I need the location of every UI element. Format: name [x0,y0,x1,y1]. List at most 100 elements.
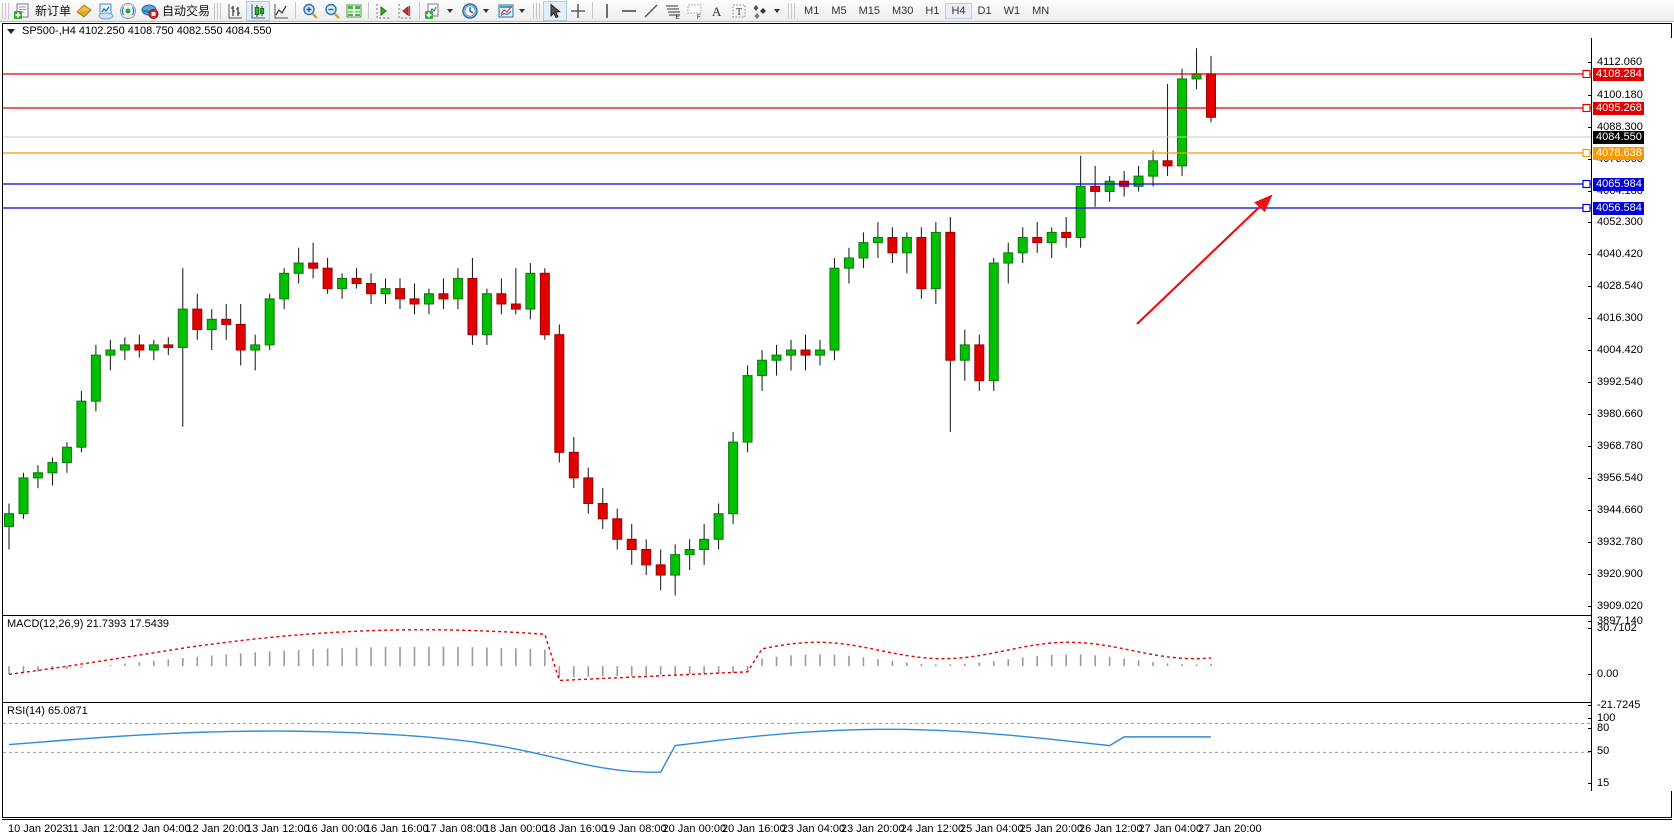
price-tick-label: 3932.780 [1597,536,1643,548]
toolbar-grip-4[interactable] [788,2,796,19]
timeframe-m30[interactable]: M30 [892,4,914,17]
timeframe-d1[interactable]: D1 [977,4,992,17]
horizontal-line-button[interactable] [618,1,640,21]
indicator-tick-label: 80 [1597,722,1610,734]
time-tick-label: 27 Jan 20:00 [1198,823,1262,835]
price-level-tag-support-upper[interactable]: 4065.984 [1593,178,1644,191]
autotrading-icon [141,2,159,20]
price-tick-label: 4016.300 [1597,312,1643,324]
time-tick-label: 24 Jan 12:00 [900,823,965,835]
text-box-button[interactable]: T [728,1,750,21]
timeframe-w1[interactable]: W1 [1003,4,1021,17]
indicator-tick-label: 50 [1597,745,1610,757]
timeframe-mn[interactable]: MN [1032,4,1050,17]
toolbar-grip[interactable] [2,2,9,19]
toolbar-separator-2 [368,2,370,19]
timeframe-m5[interactable]: M5 [831,4,847,17]
crosshair-button[interactable] [567,1,589,21]
timeframe-m15[interactable]: M15 [858,4,880,17]
new-order-button[interactable]: 新订单 [12,1,73,21]
price-tick-label: 3944.660 [1597,504,1643,516]
time-tick-label: 17 Jan 08:00 [424,823,489,835]
rsi-label: RSI(14) 65.0871 [7,705,88,717]
rsi-pane[interactable]: RSI(14) 65.0871 [3,704,1591,791]
signals-icon [119,2,137,20]
indicator-tick: 30.7102 [1588,622,1637,634]
price-tick-label: 4028.540 [1597,280,1643,292]
templates-button[interactable] [495,1,531,21]
zoom-in-button[interactable] [299,1,321,21]
new-order-label: 新订单 [35,4,72,18]
indicator-tick: 80 [1587,722,1610,734]
price-tick-label: 3897.140 [1597,615,1643,627]
toolbar-grip-2[interactable] [214,2,222,19]
timeframe-h1[interactable]: H1 [925,4,940,17]
time-tick-label: 27 Jan 04:00 [1138,823,1203,835]
candlestick-chart-button[interactable] [246,0,271,21]
line-chart-icon [272,2,290,20]
grid-button[interactable] [343,1,365,21]
candlestick-canvas [3,48,1591,596]
price-tick-label: 4052.300 [1597,216,1643,228]
templates-dropdown-caret[interactable] [519,8,526,13]
time-tick-label: 16 Jan 00:00 [305,823,370,835]
price-tick: 4040.420 [1588,248,1643,260]
price-pane[interactable] [3,38,1591,616]
shapes-icon [752,2,770,20]
signals-button[interactable] [117,1,139,21]
bullish-trend-arrow[interactable] [1136,194,1273,325]
price-scale[interactable]: 4112.0604100.1804088.3004076.0604064.180… [1587,38,1673,791]
chart-menu-caret-icon[interactable] [7,28,15,34]
vertical-line-icon [598,2,616,20]
chart-shift-icon [396,2,414,20]
period-button[interactable] [459,1,495,21]
price-level-tag-current-price[interactable]: 4084.550 [1593,131,1644,144]
toolbar-grip-3[interactable] [533,2,541,19]
price-level-tag-pivot-level[interactable]: 4078.638 [1593,147,1644,160]
indicators-button[interactable] [423,1,459,21]
fibonacci-button[interactable]: E [662,1,684,21]
price-tick-label: 3920.900 [1597,568,1643,580]
time-tick-label: 18 Jan 16:00 [543,823,608,835]
indicator-tick: 50 [1587,745,1610,757]
autotrading-button[interactable]: 自动交易 [139,1,212,21]
timeframe-m1[interactable]: M1 [804,4,820,17]
price-tick-label: 4100.180 [1597,89,1643,101]
line-chart-button[interactable] [270,1,292,21]
expert-advisors-button[interactable] [73,1,95,21]
price-tick: 3956.540 [1588,472,1643,484]
price-tick-label: 3992.540 [1597,376,1643,388]
candlestick-chart-icon [249,2,267,20]
price-level-tag-resistance-upper[interactable]: 4108.284 [1593,68,1644,81]
chart-shift-button[interactable] [394,1,416,21]
data-window-icon [97,2,115,20]
cursor-button[interactable] [543,0,568,21]
price-tick: 3920.900 [1588,568,1643,580]
trendline-button[interactable] [640,1,662,21]
vertical-line-button[interactable] [596,1,618,21]
price-level-tag-support-lower[interactable]: 4056.584 [1593,202,1644,215]
shapes-dropdown-caret[interactable] [774,8,781,13]
auto-scroll-button[interactable] [372,1,394,21]
price-level-tag-resistance-lower[interactable]: 4095.268 [1593,102,1644,115]
text-button[interactable]: A [706,1,728,21]
time-tick-label: 18 Jan 00:00 [484,823,548,835]
time-scale[interactable]: 10 Jan 2023 11 Jan 12:00 12 Jan 04:00 12 Ja… [2,819,1672,838]
zoom-in-icon [301,2,319,20]
chart-area[interactable]: SP500-,H4 4102.250 4108.750 4082.550 408… [2,23,1673,818]
macd-pane[interactable]: MACD(12,26,9) 21.7393 17.5439 [3,617,1591,703]
price-tick: 3992.540 [1588,376,1643,388]
price-tick: 4052.300 [1588,216,1643,228]
shapes-button[interactable] [750,1,786,21]
horizontal-line-icon [620,2,638,20]
zoom-out-button[interactable] [321,1,343,21]
period-dropdown-caret[interactable] [483,8,490,13]
indicators-dropdown-caret[interactable] [447,8,454,13]
data-window-button[interactable] [95,1,117,21]
bar-chart-button[interactable] [224,1,246,21]
price-tick-label: 3909.020 [1597,600,1643,612]
indicator-tick-label: 100 [1597,712,1616,724]
text-label-button[interactable]: F [684,1,706,21]
timeframe-h4[interactable]: H4 [945,2,972,19]
templates-icon [497,2,515,20]
